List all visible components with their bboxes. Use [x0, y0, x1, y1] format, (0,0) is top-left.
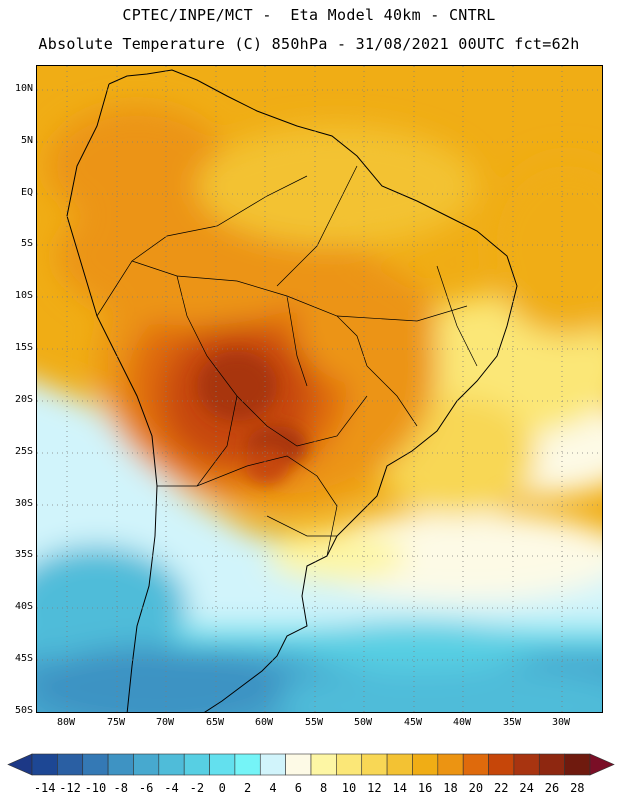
graticule — [37, 66, 602, 712]
lat-label: EQ — [20, 187, 33, 198]
lon-label: 45W — [403, 717, 423, 728]
colorbar-swatch — [513, 753, 540, 776]
lat-label: 20S — [14, 394, 33, 405]
lat-label: 25S — [14, 446, 33, 457]
colorbar-swatch — [234, 753, 261, 776]
lon-label: 65W — [205, 717, 225, 728]
colorbar-label: 4 — [269, 781, 277, 795]
colorbar-swatch — [564, 753, 591, 776]
country-borders — [96, 165, 478, 557]
lat-label: 5S — [20, 238, 33, 249]
colorbar — [7, 753, 615, 776]
lat-label: 45S — [14, 653, 33, 664]
colorbar-swatch — [259, 753, 286, 776]
lat-label: 50S — [14, 705, 33, 716]
colorbar-swatch — [31, 753, 58, 776]
lat-label: 10S — [14, 290, 33, 301]
colorbar-swatch — [82, 753, 109, 776]
colorbar-swatch — [158, 753, 185, 776]
lat-label: 10N — [14, 83, 33, 94]
colorbar-swatch — [57, 753, 84, 776]
colorbar-swatch — [209, 753, 236, 776]
lat-label: 35S — [14, 549, 33, 560]
colorbar-label: -14 — [33, 781, 56, 795]
colorbar-swatch — [437, 753, 464, 776]
colorbar-swatch — [183, 753, 210, 776]
lon-label: 55W — [304, 717, 324, 728]
lon-label: 40W — [452, 717, 472, 728]
colorbar-overflow-triangle — [589, 753, 615, 776]
temperature-field — [37, 106, 602, 712]
colorbar-swatch — [386, 753, 413, 776]
title-line-2: Absolute Temperature (C) 850hPa - 31/08/… — [38, 35, 580, 53]
colorbar-label: 12 — [367, 781, 382, 795]
colorbar-swatch — [488, 753, 515, 776]
lon-label: 35W — [502, 717, 522, 728]
colorbar-label: -8 — [113, 781, 128, 795]
coastline — [66, 69, 518, 712]
colorbar-label: 24 — [519, 781, 534, 795]
colorbar-label: 8 — [320, 781, 328, 795]
lat-label: 15S — [14, 342, 33, 353]
colorbar-label: 2 — [243, 781, 252, 795]
colorbar-swatch — [412, 753, 439, 776]
colorbar-swatch — [107, 753, 134, 776]
colorbar-label: -4 — [164, 781, 179, 795]
colorbar-swatch — [462, 753, 489, 776]
lat-label: 5N — [20, 135, 33, 146]
map-panel — [36, 65, 603, 713]
colorbar-label: 18 — [443, 781, 458, 795]
lat-label: 30S — [14, 498, 33, 509]
colorbar-swatch — [285, 753, 312, 776]
colorbar-swatch — [133, 753, 160, 776]
colorbar-label: 10 — [341, 781, 357, 795]
colorbar-label: 22 — [493, 781, 509, 795]
colorbar-label: 20 — [468, 781, 484, 795]
title-line-1: CPTEC/INPE/MCT - Eta Model 40km - CNTRL — [122, 6, 496, 24]
lon-label: 75W — [106, 717, 126, 728]
lon-label: 70W — [155, 717, 175, 728]
temperature-map — [37, 66, 602, 712]
colorbar-label: 14 — [392, 781, 407, 795]
colorbar-swatch — [538, 753, 565, 776]
lon-label: 50W — [353, 717, 373, 728]
temperature-hotspots — [197, 351, 307, 484]
lon-label: 30W — [551, 717, 571, 728]
colorbar-label: -12 — [59, 781, 81, 795]
colorbar-label: -2 — [189, 781, 205, 795]
colorbar-label: 28 — [570, 781, 585, 795]
colorbar-label: -6 — [138, 781, 154, 795]
colorbar-label: 6 — [294, 781, 302, 795]
colorbar-label: 26 — [544, 781, 560, 795]
colorbar-label: 0 — [218, 781, 226, 795]
colorbar-swatch — [336, 753, 363, 776]
lat-label: 40S — [14, 601, 33, 612]
colorbar-underflow-triangle — [7, 753, 33, 776]
colorbar-label: -10 — [84, 781, 107, 795]
lon-label: 80W — [56, 717, 76, 728]
colorbar-swatch — [361, 753, 388, 776]
colorbar-swatch — [310, 753, 337, 776]
colorbar-label: 16 — [417, 781, 433, 795]
lon-label: 60W — [254, 717, 274, 728]
